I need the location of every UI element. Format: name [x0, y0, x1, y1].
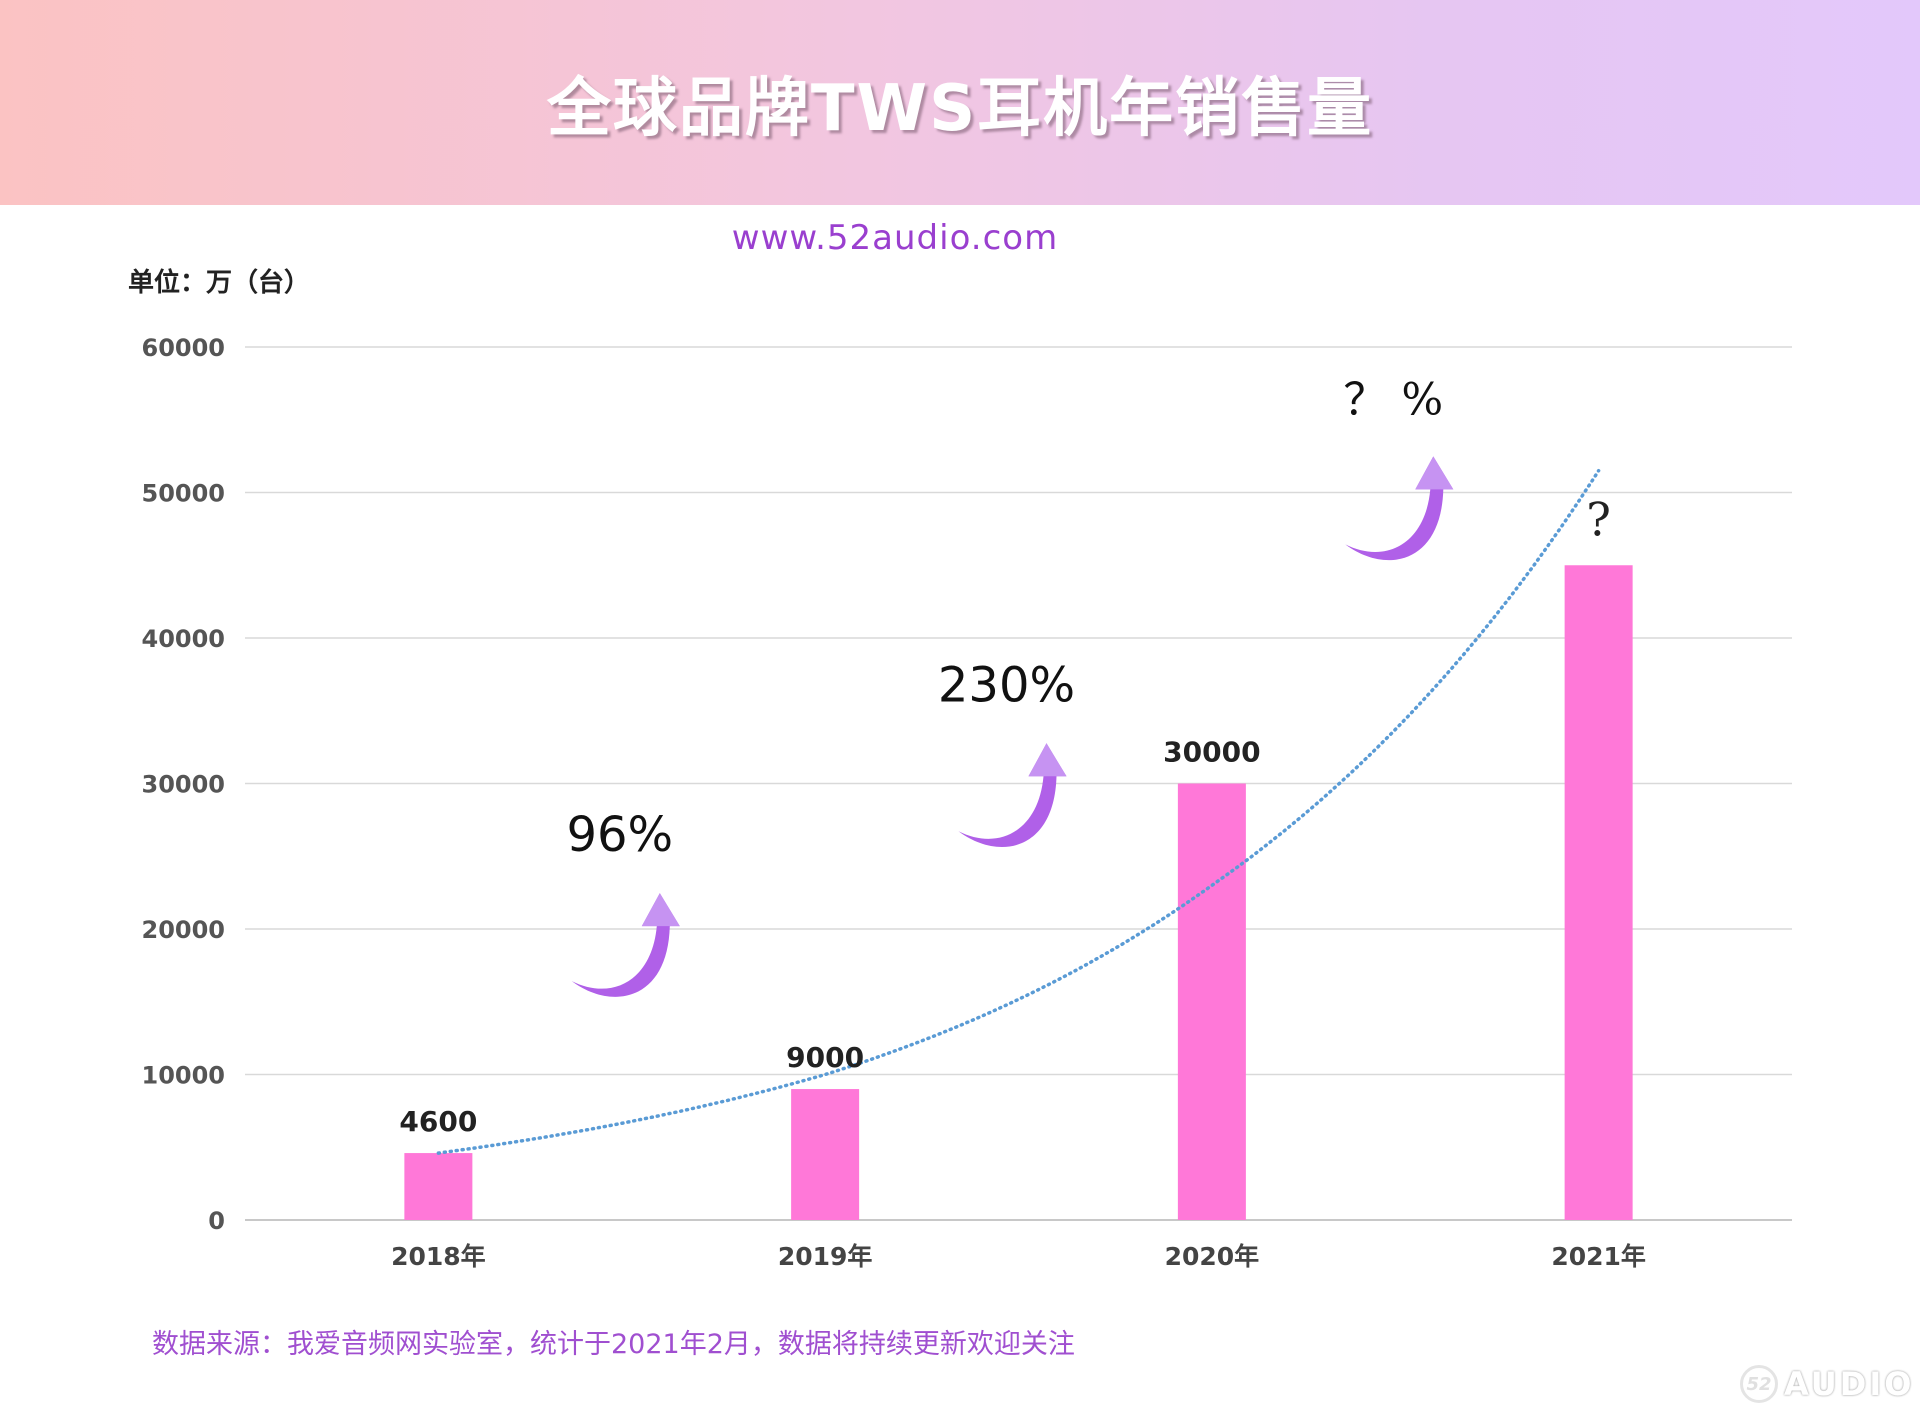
- y-tick-label: 50000: [142, 480, 226, 508]
- x-tick-label: 2020年: [1165, 1242, 1260, 1271]
- growth-label: ？ %: [1343, 374, 1443, 425]
- growth-arrow-group: 96%: [566, 807, 680, 997]
- data-labels: 4600 9000 30000?: [399, 492, 1611, 1138]
- y-tick-label: 10000: [142, 1062, 226, 1090]
- y-tick-label: 60000: [142, 334, 226, 362]
- grid-lines: [245, 346, 1792, 1221]
- growth-arrow-group: ？ %: [1343, 374, 1454, 561]
- trendline-path: [436, 468, 1601, 1155]
- bar-2021年: [1564, 565, 1633, 1220]
- watermark-logo: 52 AUDIO: [1740, 1365, 1914, 1403]
- bar-2019年: [791, 1089, 860, 1220]
- trendline: [436, 468, 1601, 1155]
- y-tick-label: 0: [208, 1207, 225, 1235]
- watermark-text: AUDIO: [1784, 1365, 1915, 1403]
- bar-2018年: [404, 1153, 473, 1220]
- y-axis-ticks: 0 10000 20000 30000 40000 50000 60000: [142, 334, 226, 1235]
- growth-arrow-group: 230%: [938, 657, 1075, 848]
- growth-label: 96%: [566, 807, 673, 863]
- y-tick-label: 30000: [142, 771, 226, 799]
- header-banner: [0, 0, 1920, 205]
- x-tick-label: 2021年: [1551, 1242, 1646, 1271]
- data-label: 9000: [786, 1041, 864, 1074]
- x-tick-label: 2018年: [391, 1242, 486, 1271]
- unit-label: 单位：万（台）: [128, 268, 311, 298]
- source-note: 数据来源：我爱音频网实验室，统计于2021年2月，数据将持续更新欢迎关注: [152, 1329, 1075, 1360]
- watermark-badge: 52: [1740, 1365, 1778, 1403]
- data-label: 30000: [1163, 736, 1260, 769]
- bar-2020年: [1177, 783, 1246, 1220]
- data-label: ?: [1586, 492, 1611, 546]
- growth-label: 230%: [938, 657, 1075, 713]
- arrow-tip-icon: [1028, 743, 1067, 777]
- arrow-tip-icon: [1415, 456, 1454, 490]
- y-tick-label: 40000: [142, 625, 226, 653]
- site-url: www.52audio.com: [731, 218, 1059, 258]
- y-tick-label: 20000: [142, 916, 226, 944]
- bars: [404, 565, 1633, 1220]
- arrow-tip-icon: [641, 893, 680, 927]
- page-title: 全球品牌TWS耳机年销售量: [546, 71, 1374, 146]
- data-label: 4600: [399, 1105, 477, 1138]
- x-tick-label: 2019年: [778, 1242, 873, 1271]
- growth-annotations: 96% 230% ？ %: [566, 374, 1454, 997]
- x-axis-ticks: 2018年 2019年 2020年 2021年: [391, 1242, 1646, 1271]
